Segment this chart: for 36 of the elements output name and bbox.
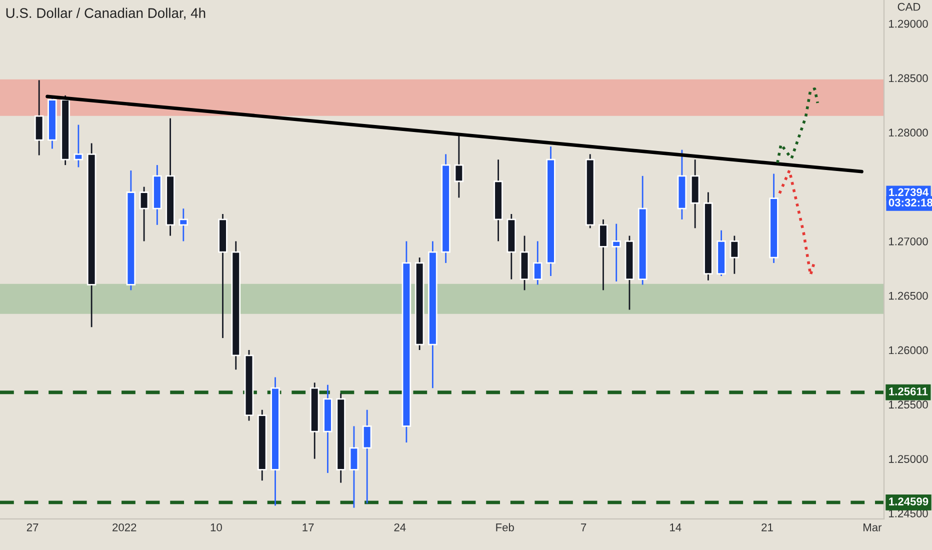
- candlestick: [612, 223, 621, 282]
- chart-title: U.S. Dollar / Canadian Dollar, 4h: [6, 8, 206, 20]
- y-tick-label: 1.25500: [889, 400, 928, 409]
- x-tick-label: Feb: [496, 523, 514, 532]
- y-tick-label: 1.25000: [889, 455, 928, 463]
- y-tick-label: 1.29000: [889, 20, 928, 28]
- ref-line-label: 1.25611: [889, 387, 928, 396]
- candlestick: [454, 134, 464, 198]
- x-tick-label: 7: [581, 524, 586, 532]
- candlestick: [349, 425, 359, 508]
- candlestick: [730, 235, 740, 275]
- line-series: [776, 88, 820, 164]
- x-tick-label: 24: [394, 523, 406, 532]
- x-tick-label: 27: [26, 523, 38, 532]
- candlestick: [598, 218, 608, 291]
- y-tick-label: 1.28000: [889, 128, 928, 137]
- x-tick-label: 10: [210, 523, 222, 532]
- candlestick: [362, 409, 372, 504]
- x-tick-label: 17: [302, 524, 314, 532]
- candlestick: [74, 124, 84, 168]
- candlestick: [178, 208, 188, 242]
- x-tick-label: Mar: [864, 524, 882, 532]
- y-tick-label: 1.27000: [889, 237, 928, 246]
- candlestick: [34, 79, 44, 156]
- ref-line-label: 1.24599: [889, 498, 928, 506]
- candlestick: [139, 186, 149, 242]
- line-series: [778, 169, 816, 276]
- y-tick-label: 1.26000: [889, 346, 928, 354]
- x-tick-label: 21: [762, 523, 773, 532]
- x-tick-label: 14: [670, 524, 682, 532]
- text: 1.27394: [889, 188, 929, 196]
- y-axis-title: CAD: [898, 2, 920, 11]
- x-tick-label: 2022: [112, 523, 136, 532]
- y-tick-label: 1.26500: [889, 292, 928, 300]
- candlestick: [533, 240, 542, 286]
- y-tick-label: 1.28500: [889, 74, 928, 82]
